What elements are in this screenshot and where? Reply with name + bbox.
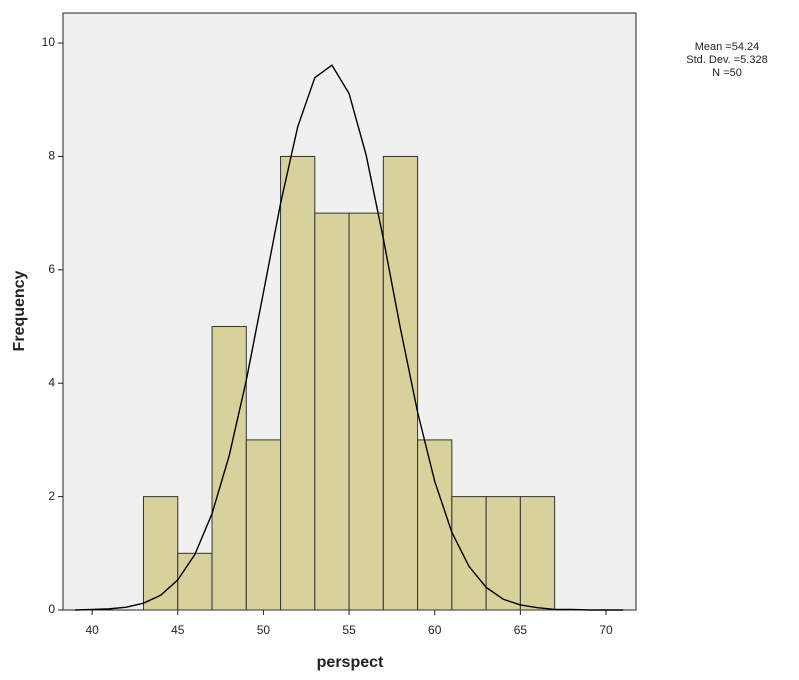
stat-text: N =50 (712, 67, 742, 79)
bar (417, 439, 453, 611)
bar (245, 439, 282, 611)
x-tick-label: 40 (85, 623, 99, 637)
bar (280, 155, 316, 611)
bar (314, 212, 350, 611)
stat-text: Mean =54.24 (695, 41, 760, 53)
x-tick-label: 55 (342, 623, 356, 637)
bar (211, 326, 247, 611)
normal-curve (74, 64, 624, 611)
bar (519, 496, 556, 611)
x-tick-label: 45 (171, 623, 185, 637)
bar (348, 212, 384, 611)
y-axis-title: Frequency (11, 270, 28, 351)
bar (451, 496, 487, 611)
y-tick-label: 2 (48, 489, 55, 503)
bar (485, 496, 521, 611)
stat-text: Std. Dev. =5.328 (686, 54, 767, 66)
y-tick-label: 6 (48, 262, 55, 276)
bar (143, 496, 179, 611)
y-tick-label: 8 (48, 149, 55, 163)
y-tick-label: 10 (42, 35, 56, 49)
x-axis-title: perspect (317, 654, 384, 671)
x-tick-label: 50 (257, 623, 271, 637)
x-tick-label: 70 (599, 623, 613, 637)
x-tick-label: 60 (428, 623, 442, 637)
x-tick-label: 65 (514, 623, 528, 637)
bar (382, 155, 419, 611)
y-tick-label: 4 (48, 375, 55, 389)
bar (177, 552, 213, 611)
y-tick-label: 0 (48, 602, 55, 616)
